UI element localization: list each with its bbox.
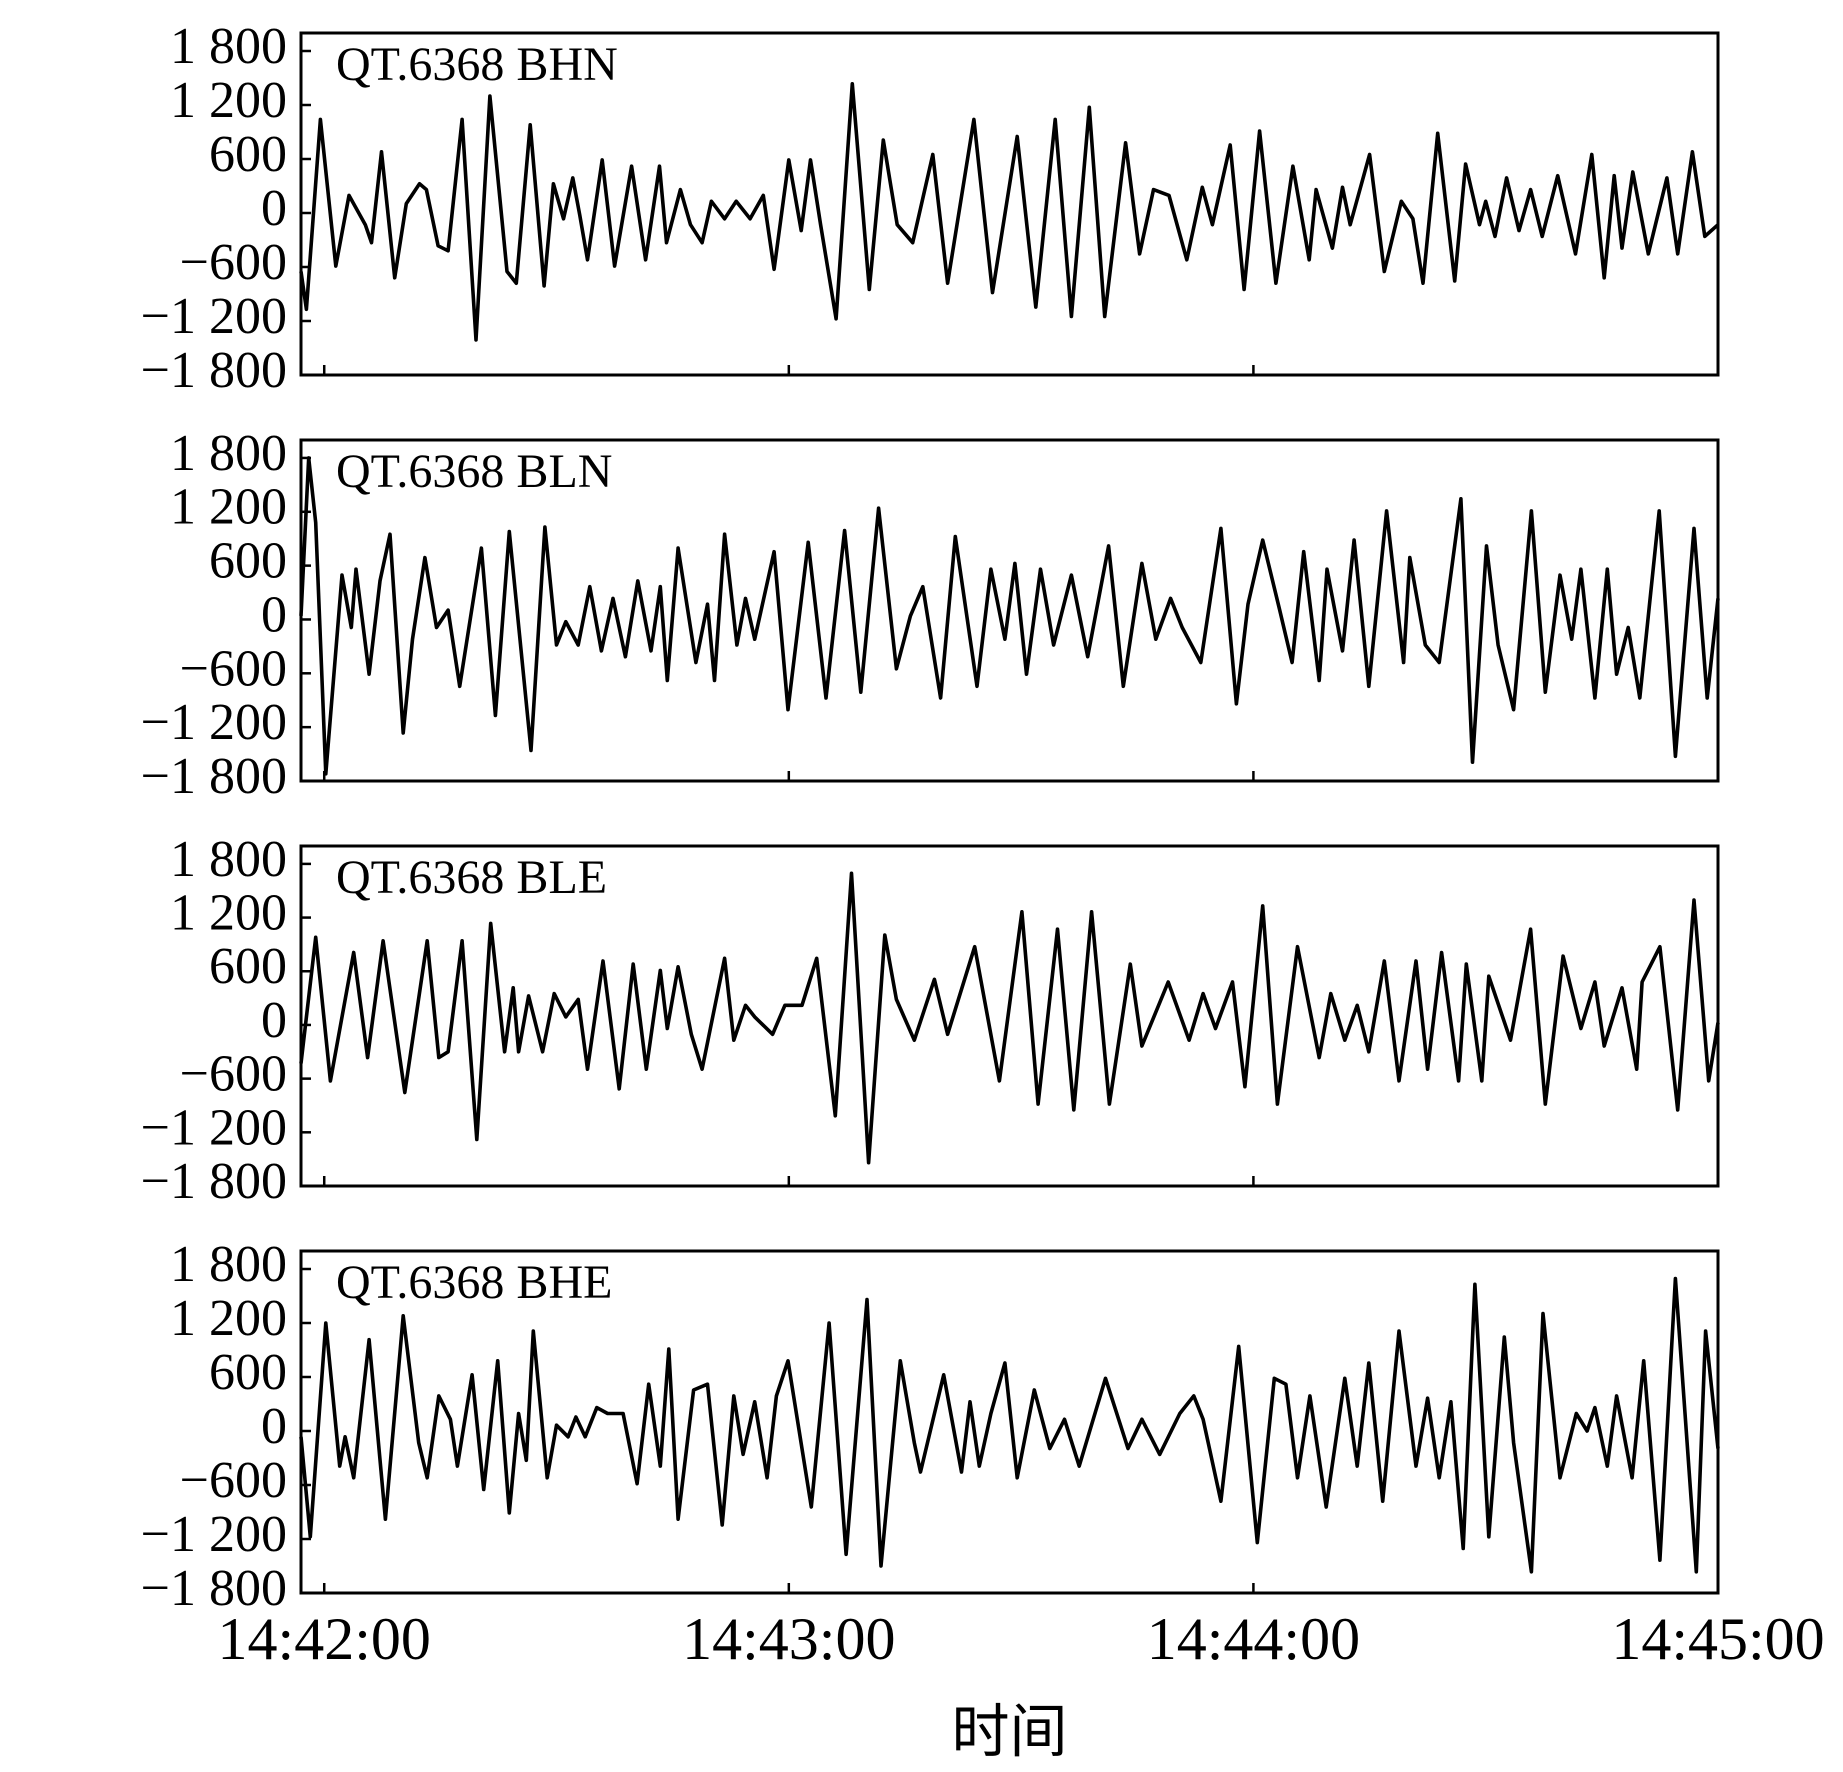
waveform	[299, 1276, 1720, 1574]
y-tick-label: 1 200	[170, 1290, 287, 1347]
x-tick-label: 14:45:00	[1611, 1606, 1824, 1672]
waveform	[299, 82, 1720, 342]
channel-label: QT.6368 BHE	[336, 1256, 612, 1309]
y-tick-label: 600	[209, 126, 287, 183]
x-tick-label: 14:42:00	[218, 1606, 431, 1672]
y-tick-label: −1 200	[141, 694, 287, 751]
plot-frame	[299, 844, 1720, 1188]
channel-label: QT.6368 BLN	[336, 445, 612, 498]
channel-label: QT.6368 BHN	[336, 38, 618, 91]
y-tick-label: −1 800	[141, 1153, 287, 1210]
y-tick-label: 0	[261, 1398, 287, 1455]
y-tick-label: 1 800	[170, 831, 287, 888]
y-tick-label: −600	[180, 640, 287, 697]
y-tick-label: −1 800	[141, 342, 287, 399]
y-tick-label: −600	[180, 1046, 287, 1103]
channel-label: QT.6368 BLE	[336, 851, 607, 904]
y-tick-label: −600	[180, 1452, 287, 1509]
y-tick-label: 600	[209, 1344, 287, 1401]
y-tick-label: −600	[180, 234, 287, 291]
y-tick-label: 1 200	[170, 479, 287, 536]
x-tick-label: 14:43:00	[682, 1606, 895, 1672]
x-tick-label: 14:44:00	[1147, 1606, 1360, 1672]
y-tick-label: 1 200	[170, 885, 287, 942]
plot-frame	[299, 438, 1720, 783]
waveform	[299, 871, 1720, 1165]
plot-frame	[299, 1249, 1720, 1595]
y-tick-label: 0	[261, 992, 287, 1049]
plot-frame	[299, 31, 1720, 377]
x-axis-label: 时间	[951, 1699, 1067, 1764]
y-tick-label: 600	[209, 533, 287, 590]
y-tick-label: −1 800	[141, 748, 287, 805]
y-tick-label: −1 200	[141, 1099, 287, 1156]
y-tick-label: 1 800	[170, 425, 287, 482]
y-tick-label: 1 800	[170, 18, 287, 75]
y-tick-label: 1 800	[170, 1236, 287, 1293]
y-tick-label: 0	[261, 586, 287, 643]
y-tick-label: 1 200	[170, 72, 287, 129]
y-tick-label: −1 800	[141, 1560, 287, 1617]
y-tick-label: −1 200	[141, 1506, 287, 1563]
y-tick-label: 600	[209, 938, 287, 995]
waveform	[299, 456, 1720, 776]
y-tick-label: −1 200	[141, 288, 287, 345]
y-tick-label: 0	[261, 180, 287, 237]
